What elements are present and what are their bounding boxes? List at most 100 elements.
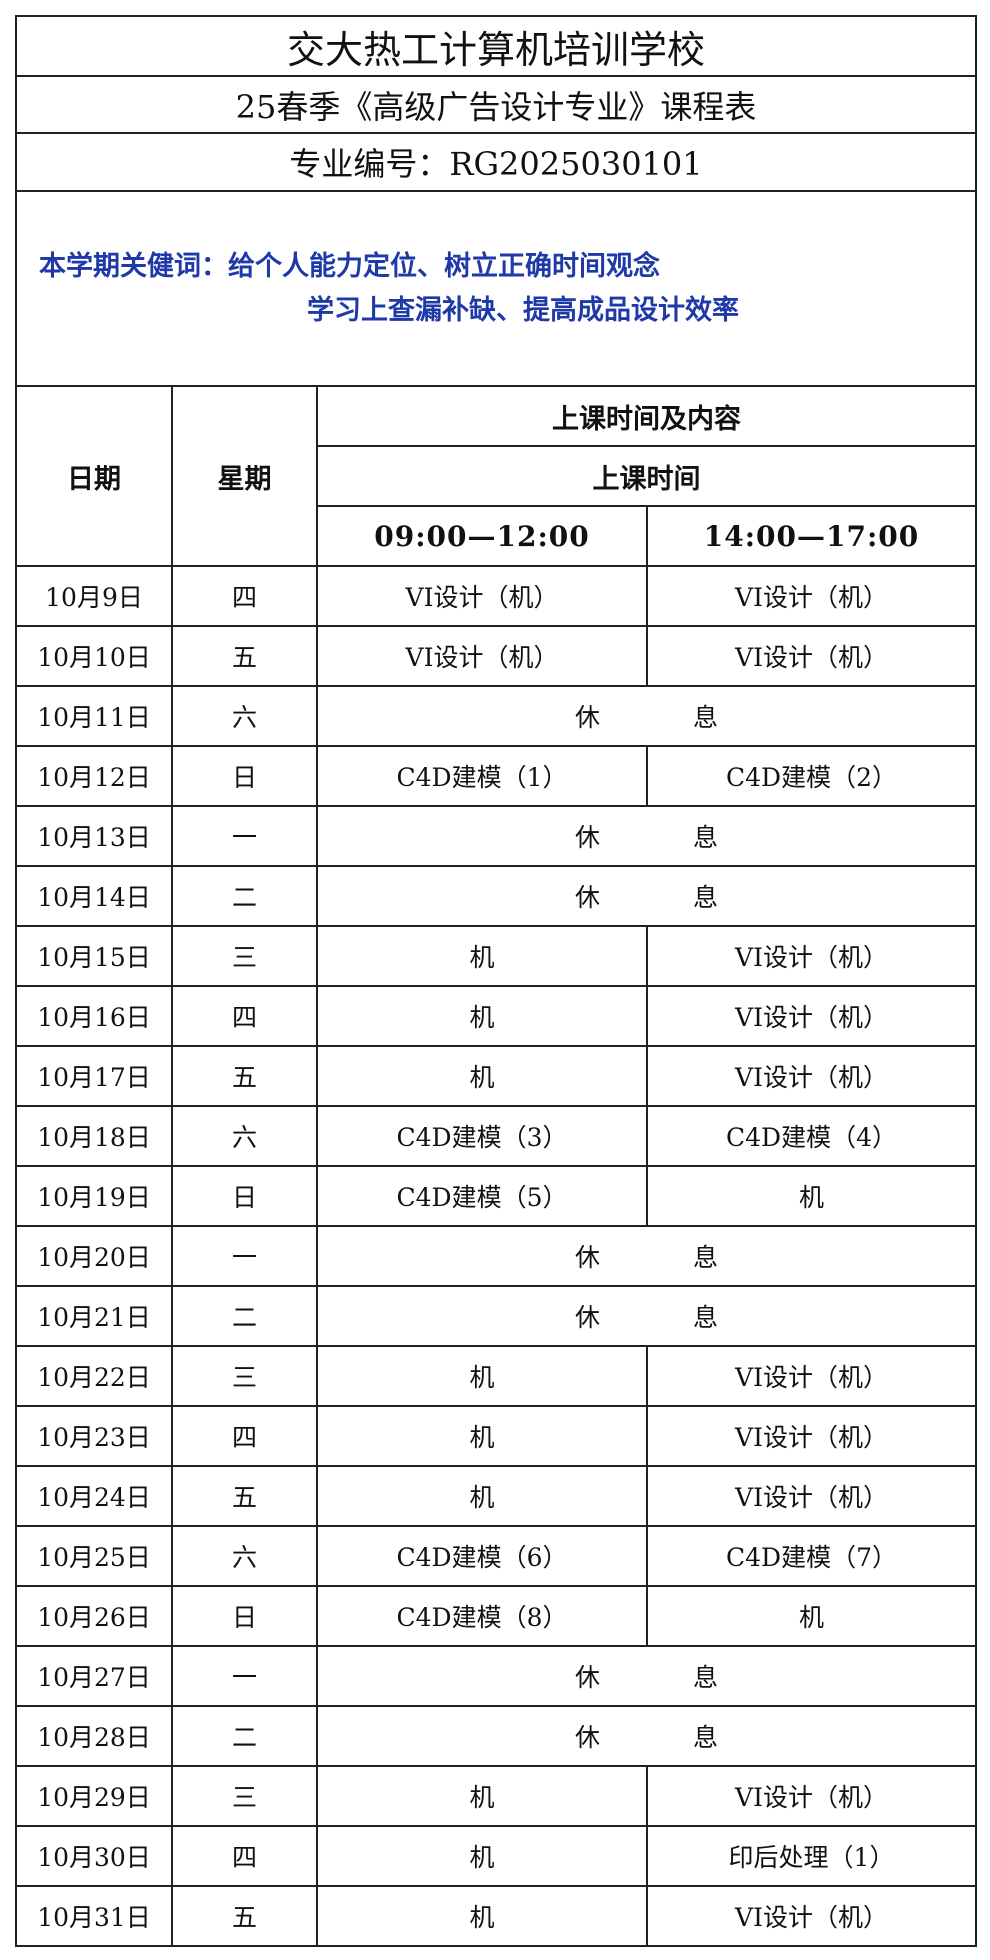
table-row: 10月16日四机 VI设计（机） <box>15 985 978 1047</box>
header-time: 上课时间 <box>315 445 978 507</box>
date-cell: 10月28日 <box>15 1705 173 1767</box>
date-cell: 10月27日 <box>15 1645 173 1707</box>
weekday-cell: 三 <box>171 925 318 987</box>
table-row: 10月9日四 VI设计（机） VI设计（机） <box>15 565 978 627</box>
rest-cell: 休息 <box>315 865 978 927</box>
date-cell: 10月29日 <box>15 1765 173 1827</box>
rest-label: 息 <box>692 1303 718 1332</box>
rest-label: 休 <box>574 703 600 732</box>
morning-class-cell: 机 <box>316 925 648 987</box>
table-row: 10月25日六 C4D建模（6） C4D建模（7） <box>15 1525 978 1587</box>
table-row: 10月28日二休息 <box>15 1705 978 1767</box>
weekday-cell: 三 <box>171 1345 318 1407</box>
date-cell: 10月17日 <box>15 1045 173 1107</box>
afternoon-class-cell: 印后处理（1） <box>645 1825 978 1887</box>
afternoon-class-cell: VI设计（机） <box>645 925 978 987</box>
table-row: 10月30日四机印后处理（1） <box>15 1825 978 1887</box>
date-cell: 10月19日 <box>15 1165 173 1227</box>
header-date: 日期 <box>15 385 173 567</box>
morning-class-cell: 机 <box>316 1825 648 1887</box>
table-row: 10月24日五机 VI设计（机） <box>15 1465 978 1527</box>
afternoon-class-cell: 机 <box>645 1165 978 1227</box>
schedule-subtitle: 25春季《高级广告设计专业》课程表 <box>14 75 978 134</box>
weekday-cell: 六 <box>171 1105 318 1167</box>
date-cell: 10月14日 <box>15 865 173 927</box>
date-cell: 10月24日 <box>15 1465 173 1527</box>
rest-label: 息 <box>692 1243 718 1272</box>
weekday-cell: 六 <box>171 685 318 747</box>
weekday-cell: 六 <box>171 1525 318 1587</box>
table-row: 10月13日一休息 <box>15 805 978 867</box>
school-title: 交大热工计算机培训学校 <box>14 15 978 77</box>
weekday-cell: 日 <box>171 745 318 807</box>
weekday-cell: 二 <box>171 1705 318 1767</box>
morning-class-cell: VI设计（机） <box>316 625 648 687</box>
date-cell: 10月9日 <box>15 565 173 627</box>
morning-class-cell: VI设计（机） <box>316 565 648 627</box>
morning-class-cell: 机 <box>316 1045 648 1107</box>
date-cell: 10月13日 <box>15 805 173 867</box>
table-row: 10月10日五 VI设计（机） VI设计（机） <box>15 625 978 687</box>
table-row: 10月23日四机 VI设计（机） <box>15 1405 978 1467</box>
rest-cell: 休息 <box>315 1285 978 1347</box>
table-row: 10月31日五机 VI设计（机） <box>15 1885 978 1947</box>
date-cell: 10月21日 <box>15 1285 173 1347</box>
weekday-cell: 一 <box>171 1225 318 1287</box>
rest-label: 息 <box>692 1723 718 1752</box>
weekday-cell: 四 <box>171 1825 318 1887</box>
schedule-table: 交大热工计算机培训学校 25春季《高级广告设计专业》课程表 专业编号：RG202… <box>14 15 978 1947</box>
morning-class-cell: C4D建模（6） <box>316 1525 648 1587</box>
date-cell: 10月22日 <box>15 1345 173 1407</box>
table-row: 10月19日日 C4D建模（5）机 <box>15 1165 978 1227</box>
morning-class-cell: C4D建模（1） <box>316 745 648 807</box>
date-cell: 10月12日 <box>15 745 173 807</box>
rest-cell: 休息 <box>315 1645 978 1707</box>
header-morning: 09:00—12:00 <box>316 505 648 567</box>
header-weekday: 星期 <box>171 385 318 567</box>
weekday-cell: 日 <box>171 1165 318 1227</box>
table-row: 10月21日二休息 <box>15 1285 978 1347</box>
weekday-cell: 二 <box>171 1285 318 1347</box>
afternoon-class-cell: VI设计（机） <box>645 625 978 687</box>
rest-cell: 休息 <box>315 1225 978 1287</box>
rest-label: 休 <box>574 1243 600 1272</box>
table-row: 10月14日二休息 <box>15 865 978 927</box>
rest-cell: 休息 <box>315 805 978 867</box>
table-row: 10月27日一休息 <box>15 1645 978 1707</box>
weekday-cell: 四 <box>171 565 318 627</box>
afternoon-class-cell: VI设计（机） <box>645 1345 978 1407</box>
table-row: 10月12日日 C4D建模（1） C4D建模（2） <box>15 745 978 807</box>
afternoon-class-cell: VI设计（机） <box>645 985 978 1047</box>
weekday-cell: 五 <box>171 1465 318 1527</box>
morning-class-cell: 机 <box>316 1405 648 1467</box>
afternoon-class-cell: VI设计（机） <box>645 1885 978 1947</box>
afternoon-class-cell: C4D建模（2） <box>645 745 978 807</box>
rest-label: 休 <box>574 823 600 852</box>
table-row: 10月17日五机 VI设计（机） <box>15 1045 978 1107</box>
morning-class-cell: 机 <box>316 1345 648 1407</box>
date-cell: 10月23日 <box>15 1405 173 1467</box>
weekday-cell: 二 <box>171 865 318 927</box>
afternoon-class-cell: VI设计（机） <box>645 565 978 627</box>
date-cell: 10月25日 <box>15 1525 173 1587</box>
rest-cell: 休息 <box>315 1705 978 1767</box>
afternoon-class-cell: VI设计（机） <box>645 1465 978 1527</box>
afternoon-class-cell: 机 <box>645 1585 978 1647</box>
weekday-cell: 四 <box>171 1405 318 1467</box>
date-cell: 10月31日 <box>15 1885 173 1947</box>
header-content: 上课时间及内容 <box>315 385 978 447</box>
weekday-cell: 五 <box>171 625 318 687</box>
rest-label: 息 <box>692 1663 718 1692</box>
weekday-cell: 一 <box>171 1645 318 1707</box>
weekday-cell: 五 <box>171 1885 318 1947</box>
table-row: 10月29日三机 VI设计（机） <box>15 1765 978 1827</box>
weekday-cell: 一 <box>171 805 318 867</box>
morning-class-cell: C4D建模（3） <box>316 1105 648 1167</box>
rest-label: 休 <box>574 1723 600 1752</box>
morning-class-cell: 机 <box>316 1885 648 1947</box>
table-row: 10月20日一休息 <box>15 1225 978 1287</box>
rest-label: 休 <box>574 1303 600 1332</box>
morning-class-cell: 机 <box>316 1465 648 1527</box>
morning-class-cell: 机 <box>316 1765 648 1827</box>
rest-label: 息 <box>692 703 718 732</box>
